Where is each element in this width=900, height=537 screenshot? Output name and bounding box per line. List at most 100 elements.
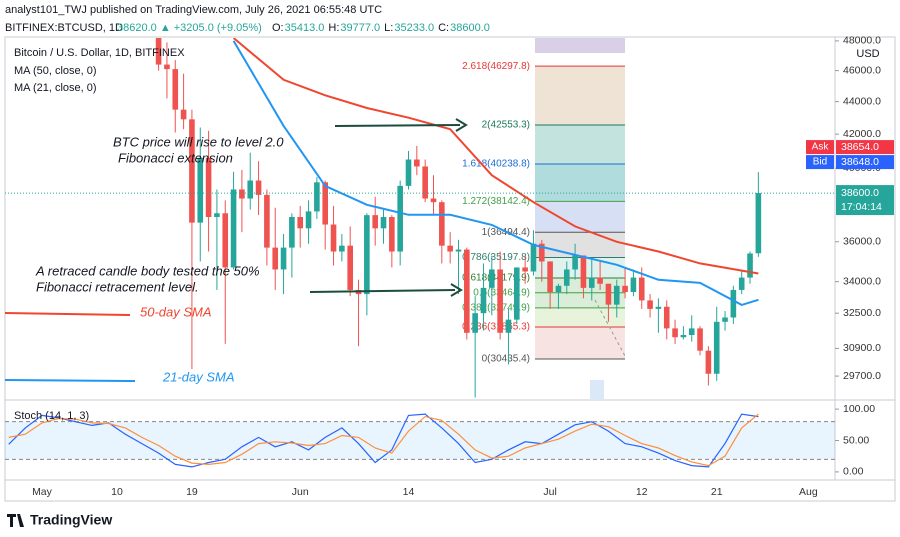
price-box	[836, 185, 894, 216]
candle-body	[222, 213, 229, 268]
logo-mark	[7, 514, 24, 527]
candle-body	[330, 224, 337, 252]
candle-body	[672, 328, 678, 338]
candle-body	[505, 319, 512, 333]
candle-body	[205, 157, 212, 217]
fib-label: 1.272(38142.4)	[462, 196, 530, 207]
candle-body	[455, 249, 462, 252]
candle-body	[197, 157, 204, 223]
x-tick-label: Jul	[543, 486, 556, 498]
annotation: 50-day SMA	[140, 304, 212, 319]
candle-body	[538, 243, 545, 262]
arrow	[309, 289, 456, 293]
ohlc-key: O:	[272, 22, 284, 34]
price-name-box	[806, 155, 834, 170]
annotations: BTC price will rise to level 2.0 Fibonac…	[4, 118, 626, 400]
candle-body	[638, 277, 645, 301]
candle-body	[305, 211, 312, 229]
y-tick-label: 29700.0	[843, 370, 881, 382]
candle-body	[447, 245, 453, 252]
candle-body	[613, 285, 620, 305]
y-tick-label: 48000.0	[843, 35, 881, 47]
fib-label: 0.236(31865.3)	[462, 322, 530, 333]
candle-body	[272, 247, 279, 270]
ma-legend: MA (21, close, 0)	[14, 82, 97, 94]
candle-body	[297, 216, 304, 229]
candle-body	[572, 255, 578, 270]
candle-body	[730, 289, 737, 318]
sma-key	[4, 312, 131, 316]
candle-body	[405, 159, 412, 186]
symbol-line: BITFINEX:BTCUSD, 1D 38620.0 ▲ +3205.0 (+…	[5, 22, 490, 34]
fib-band	[535, 257, 625, 278]
fib-band	[535, 66, 625, 125]
price-value: 38648.0	[841, 156, 879, 168]
y-tick-label: 46000.0	[843, 64, 881, 76]
y-tick-label: 50.00	[843, 434, 869, 446]
candle-body	[605, 283, 612, 305]
y-tick-label: 34000.0	[843, 275, 881, 287]
candle-body	[530, 243, 537, 272]
candle-body	[688, 328, 695, 336]
fib-band	[535, 201, 625, 233]
candle-body	[747, 253, 753, 278]
candle-body	[622, 285, 628, 293]
price-pane: 2.618(46297.8) 2(42553.3) 1.618(40238.8) 1.…	[5, 38, 835, 398]
candle-body	[647, 300, 653, 309]
candle-body	[155, 38, 162, 65]
candle-body	[464, 249, 470, 333]
moving-average	[232, 40, 759, 306]
currency: USD	[856, 48, 879, 60]
candle-body	[264, 194, 270, 248]
candle-body	[280, 247, 287, 270]
change: 38620.0 ▲ +3205.0 (+9.05%)	[117, 22, 262, 34]
annotation: A retraced candle body tested the 50%	[35, 263, 260, 278]
fib-label: 0.382(32749.9)	[462, 302, 530, 313]
sma-key	[4, 379, 136, 382]
y-tick-label: 36000.0	[843, 236, 881, 248]
x-tick-label: Aug	[799, 486, 818, 498]
fib-label: 0.786(35197.8)	[462, 252, 530, 263]
chart-title: Bitcoin / U.S. Dollar, 1D, BITFINEX	[14, 47, 185, 59]
y-tick-label: 44000.0	[843, 95, 881, 107]
moving-average	[232, 38, 759, 275]
fib-band	[535, 164, 625, 202]
candle-body	[697, 328, 703, 351]
stoch-band	[5, 421, 835, 460]
candle-body	[397, 185, 403, 252]
x-tick-label: 19	[186, 486, 198, 498]
arrow-head	[455, 118, 468, 132]
x-tick-label: 14	[403, 486, 415, 498]
candle-body	[580, 255, 587, 288]
annotation: Fibonacci extension	[118, 150, 233, 165]
candle-body	[172, 69, 179, 110]
symbol: BITFINEX:BTCUSD, 1D	[5, 22, 123, 34]
fib-label: 1.618(40238.8)	[462, 159, 530, 170]
y-tick-label: 0.00	[843, 466, 864, 478]
candle-body	[489, 269, 495, 288]
candle-body	[755, 193, 762, 254]
arrow	[334, 124, 461, 127]
x-tick-label: Jun	[292, 486, 309, 498]
candle-body	[597, 277, 603, 284]
candle-body	[513, 267, 520, 320]
y-tick-label: 30900.0	[843, 342, 881, 354]
stoch-line	[8, 413, 759, 468]
candle-body	[239, 189, 245, 199]
ohlc-key: L:	[384, 22, 393, 34]
candle-body	[472, 313, 478, 333]
price-name: Bid	[813, 157, 827, 168]
ma-legend: MA (50, close, 0)	[14, 65, 97, 77]
price-name-box	[806, 140, 834, 155]
candle-body	[422, 166, 428, 199]
x-tick-label: May	[32, 486, 53, 498]
candle-body	[380, 216, 387, 229]
ohlc-value: 35233.0	[394, 22, 434, 34]
candle-body	[480, 287, 487, 314]
stoch-pane	[5, 413, 835, 468]
candle-body	[430, 198, 437, 203]
ohlc-key: H:	[328, 22, 339, 34]
price-box	[836, 155, 894, 170]
candle-body	[339, 245, 345, 252]
frame	[4, 36, 896, 502]
